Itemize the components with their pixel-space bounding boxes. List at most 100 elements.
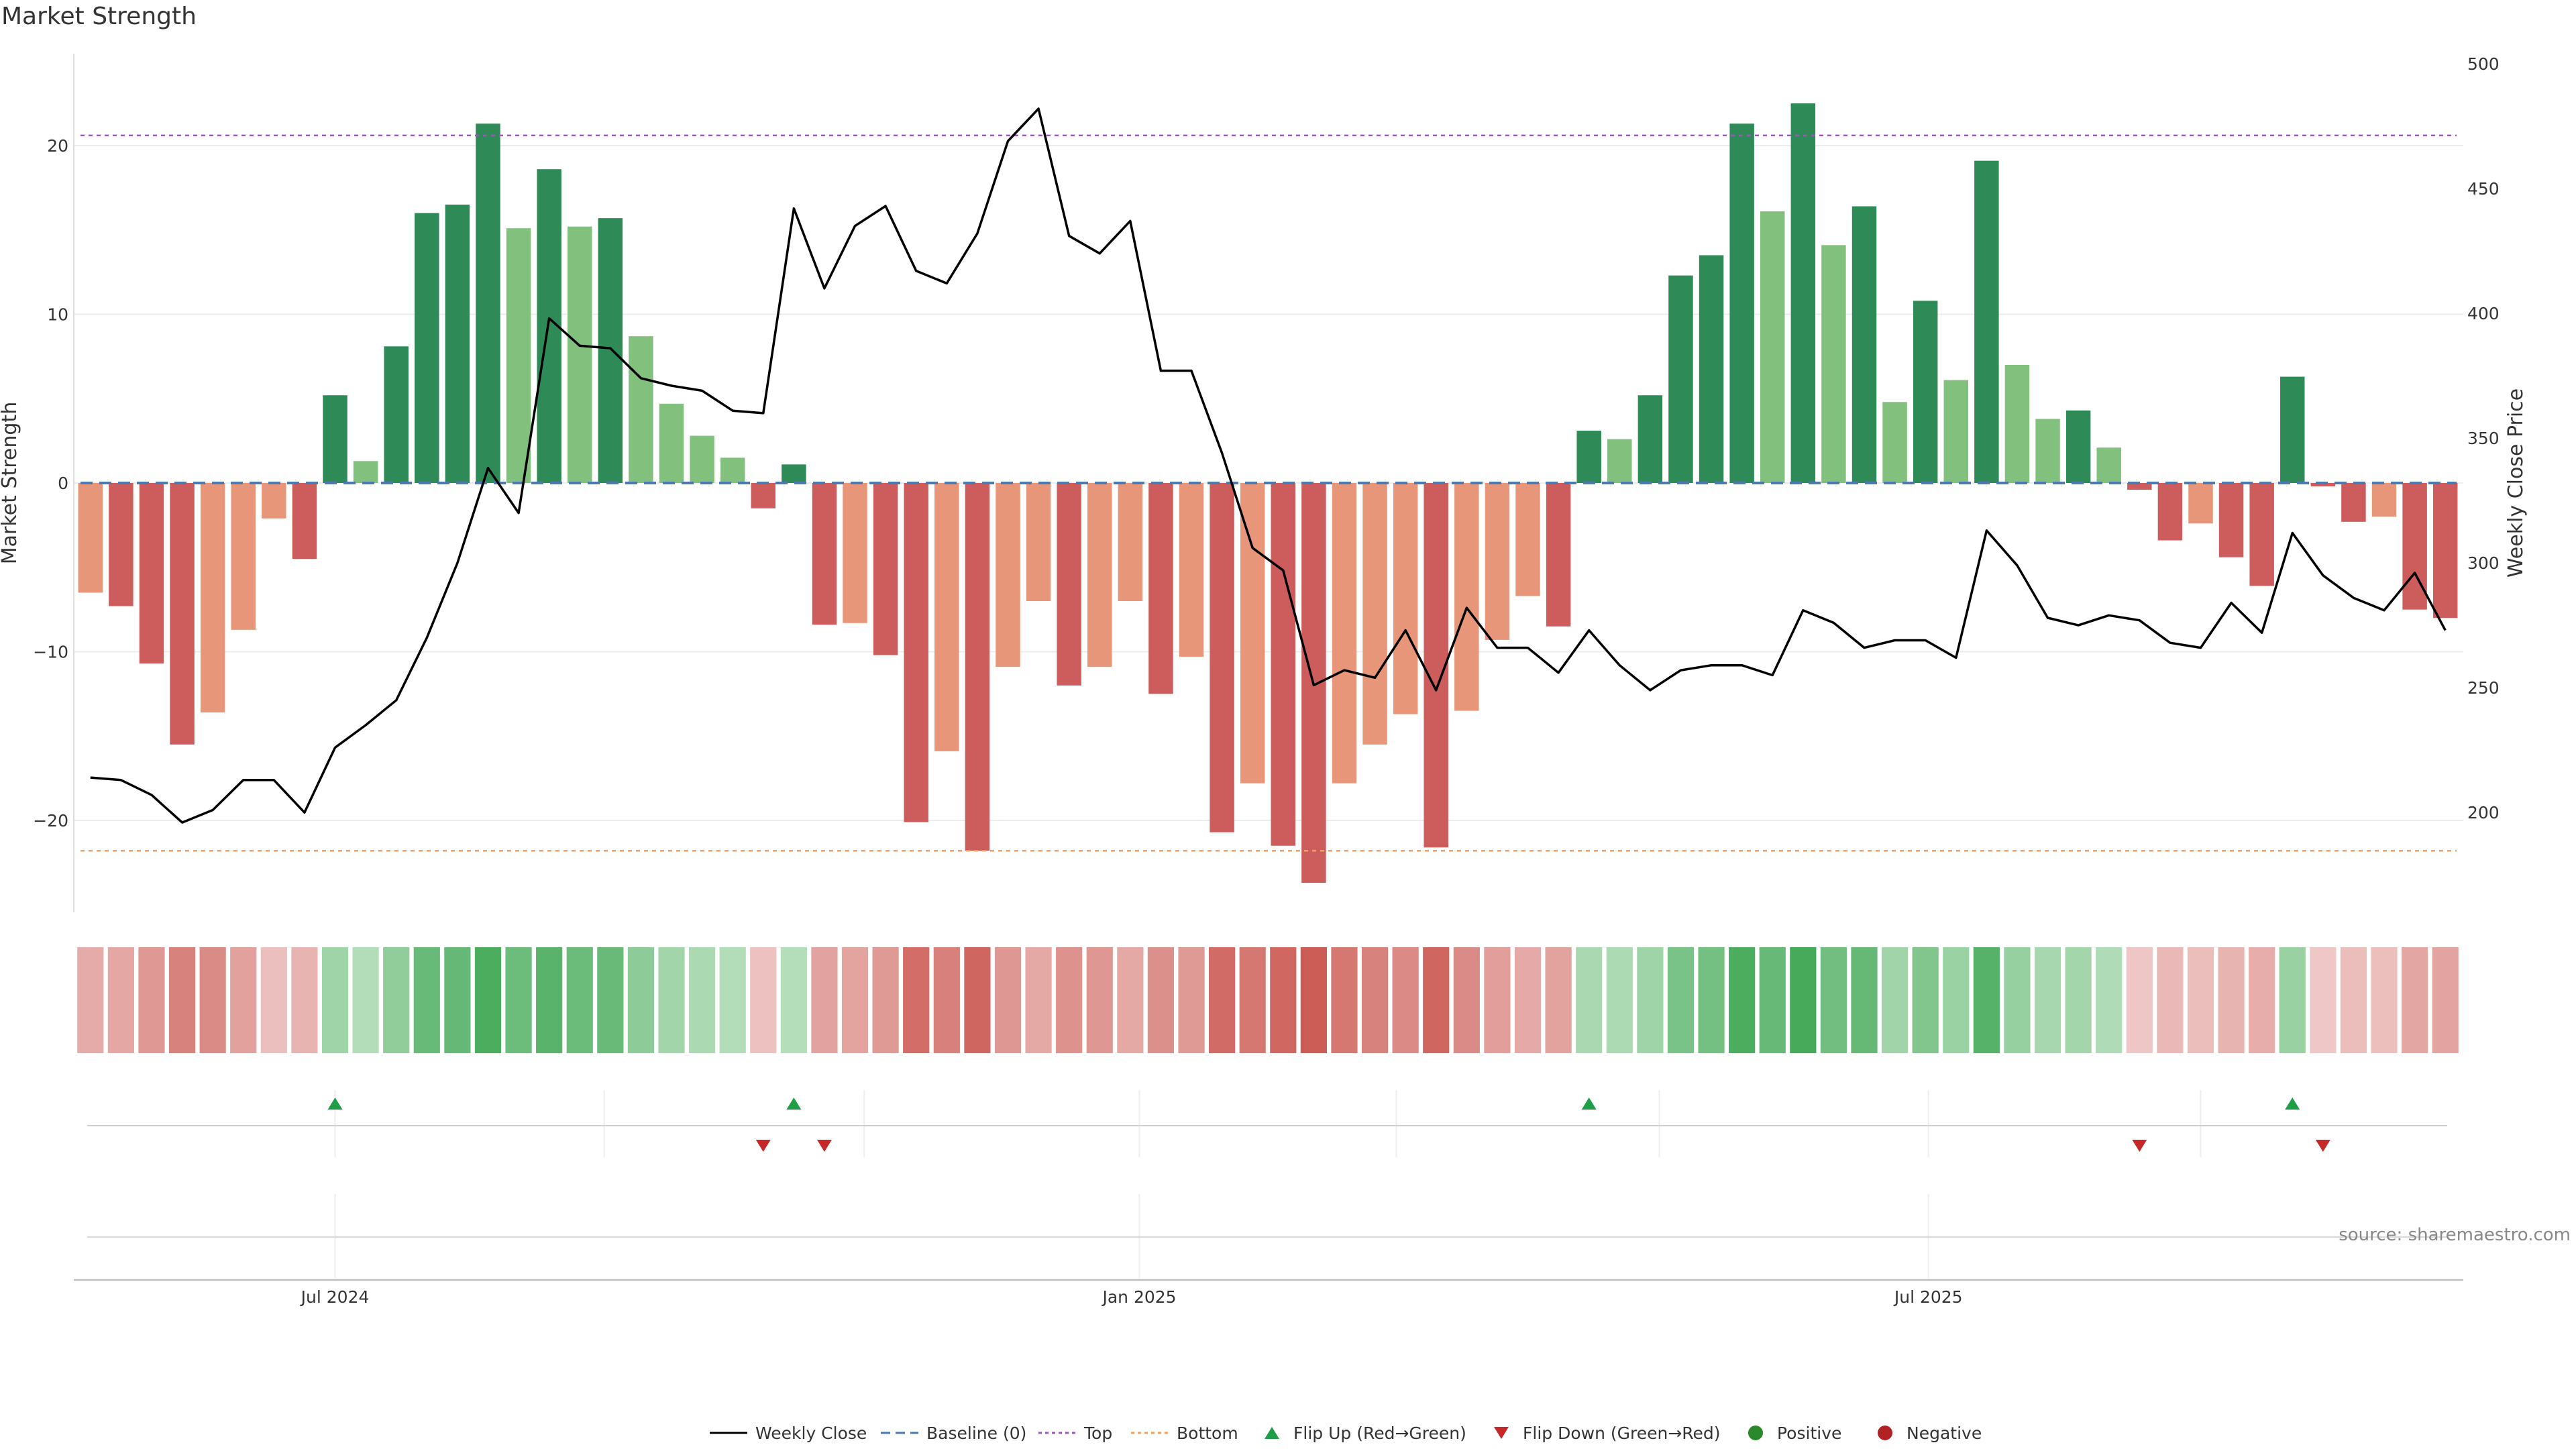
strength-bar [1332,483,1357,784]
strength-bar [1057,483,1081,686]
weekly-close-series [90,107,2447,824]
heatmap-cell [1943,947,1970,1053]
strength-bar [2096,447,2121,483]
strength-bar [904,483,928,822]
strength-bar [1913,301,1938,483]
flip-down-marker [755,1140,771,1152]
heatmap-cell [2432,947,2459,1053]
legend-label: Bottom [1177,1424,1238,1443]
heatmap-cell [1606,947,1633,1053]
legend-item: Flip Up (Red→Green) [1265,1424,1466,1443]
strength-bar [1087,483,1112,667]
heatmap-cell [168,947,196,1053]
source-note: source: sharemaestro.com [2339,1225,2571,1245]
strength-bar [782,464,806,483]
heatmap-cell [2004,947,2031,1053]
heatmap-cell [1423,947,1450,1053]
strength-bar [139,483,164,664]
x-axis: Jul 2024 Jan 2025 Jul 2025 [74,1194,2463,1307]
strength-bar [262,483,286,519]
legend-item: Baseline (0) [881,1424,1026,1443]
strength-bar [1699,255,1724,483]
heatmap-cell [77,947,104,1053]
strength-bar [1393,483,1418,714]
heatmap-cell [2340,947,2367,1053]
strength-bar [1546,483,1571,627]
heatmap-cell [2126,947,2153,1053]
strength-bar [1148,483,1173,694]
heatmap-cell [872,947,899,1053]
heatmap-cell [2096,947,2123,1053]
strength-bar [170,483,195,745]
strength-bar [1790,103,1816,483]
strength-bar [506,228,531,483]
heatmap-cell [444,947,471,1053]
strength-bar [1882,402,1907,483]
heatmap-cell [1667,947,1695,1053]
heatmap-cell [352,947,379,1053]
heatmap-cell [2187,947,2214,1053]
heatmap-cell [903,947,930,1053]
heatmap-cell [474,947,502,1053]
heatmap-cell [1484,947,1511,1053]
heatmap-cell [811,947,838,1053]
heatmap-cell [1698,947,1725,1053]
y-right-tick-label: 500 [2467,54,2500,74]
strength-bar [1485,483,1510,640]
strength-bar [1576,431,1601,483]
heatmap-cell [2034,947,2061,1053]
strength-bar [720,458,745,483]
x-tick-label: Jul 2024 [300,1287,370,1307]
heatmap-cell [1576,947,1603,1053]
strength-bar [659,403,684,483]
strength-bar [751,483,776,508]
heatmap-cell [964,947,991,1053]
heatmap-cell [719,947,746,1053]
strength-bar [323,395,347,483]
x-tick-label: Jan 2025 [1101,1287,1176,1307]
strength-bar [2188,483,2213,524]
reference-lines [80,134,2457,852]
legend-item: Bottom [1131,1424,1238,1443]
heatmap-cell [1790,947,1817,1053]
strength-bar [78,483,103,593]
strength-bar [1607,439,1632,483]
legend-swatch [1494,1427,1509,1439]
y-axis-right-label: Weekly Close Price [2504,388,2528,578]
heatmap-cell [566,947,593,1053]
heatmap-cell [1178,947,1205,1053]
legend: Weekly Close Baseline (0) Top Bottom Flip Up… [710,1424,1982,1443]
heatmap-cell [2371,947,2398,1053]
strength-bar [2218,483,2244,557]
heatmap-cell [536,947,563,1053]
flip-up-marker [1581,1097,1597,1110]
heatmap-cell [658,947,685,1053]
strength-bar [1760,211,1785,483]
strength-bar [812,483,837,625]
heatmap-cell [2402,947,2428,1053]
heatmap-cell [107,947,134,1053]
heatmap-cell [1300,947,1327,1053]
strength-bar [1943,380,1969,483]
heatmap-cell [138,947,165,1053]
heatmap-cell [1973,947,2000,1053]
strength-bar [1821,245,1846,483]
strength-bar [2127,483,2152,490]
strength-bar [1210,483,1234,833]
strength-bar [2004,364,2030,483]
strength-bar [2035,419,2060,483]
heatmap-cell [1239,947,1266,1053]
left-y-axis: 20 10 0 −10 −20 [33,136,68,830]
heatmap-cell [1545,947,1572,1053]
heatmap-cell [2218,947,2245,1053]
strength-bar [1851,206,1877,483]
heatmap-cell [199,947,226,1053]
y-right-tick-label: 450 [2467,179,2500,199]
strength-bar [2065,410,2091,483]
strength-bar [109,483,133,606]
legend-item: Negative [1878,1424,1982,1443]
heatmap-cell [1637,947,1664,1053]
y-left-tick-label: −10 [33,643,68,662]
heatmap-cell [1086,947,1113,1053]
strength-bar [598,218,623,483]
